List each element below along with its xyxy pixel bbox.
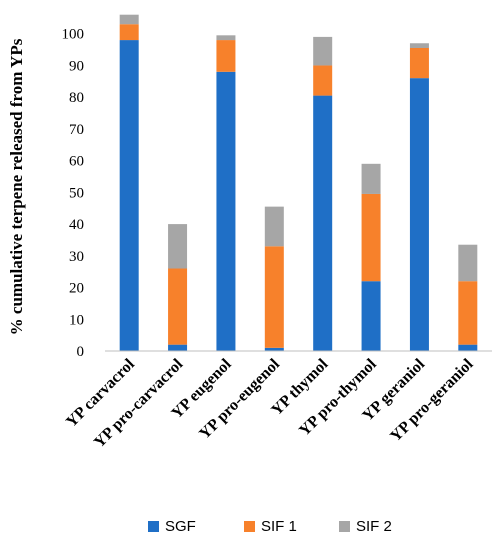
y-axis-tick-labels: 0 10 20 30 40 50 60 70 80 90 100 (62, 27, 85, 360)
bar-segment-sif-1 (216, 40, 236, 72)
bar-segment-sgf (168, 344, 188, 351)
bar-segment-sgf (361, 281, 381, 351)
bar-segment-sif-2 (264, 206, 284, 247)
bar-segment-sif-2 (168, 224, 188, 269)
bar-segment-sif-1 (264, 246, 284, 348)
x-category-label: YP pro-carvacrol (91, 355, 187, 451)
bar-segment-sif-1 (119, 24, 139, 41)
y-tick-label: 10 (69, 312, 84, 328)
bar-segment-sgf (409, 78, 429, 352)
bar-segment-sgf (119, 40, 139, 352)
bar-segment-sgf (458, 344, 478, 351)
bar-segment-sif-1 (361, 193, 381, 282)
legend: SGF SIF 1 SIF 2 (148, 518, 392, 535)
y-tick-label: 100 (62, 27, 85, 43)
y-axis-title: % cumulative terpene released from YPs (7, 38, 26, 335)
y-tick-label: 70 (69, 122, 84, 138)
bar-segment-sif-1 (168, 268, 188, 345)
bar-segment-sif-2 (216, 35, 236, 41)
legend-swatch (244, 521, 255, 532)
bar-segment-sif-2 (361, 163, 381, 194)
bar-segment-sif-2 (458, 244, 478, 282)
y-tick-label: 50 (69, 185, 84, 201)
y-tick-label: 80 (69, 90, 84, 106)
bar-segment-sif-2 (409, 43, 429, 49)
legend-label: SGF (165, 518, 196, 535)
y-tick-label: 90 (69, 58, 84, 74)
bars-group (119, 14, 478, 352)
bar-segment-sgf (313, 95, 333, 351)
bar-segment-sgf (216, 71, 236, 352)
legend-swatch (148, 521, 159, 532)
bar-segment-sif-1 (458, 281, 478, 345)
y-tick-label: 30 (69, 249, 84, 265)
bar-segment-sif-1 (409, 48, 429, 79)
y-tick-label: 60 (69, 154, 84, 170)
x-category-label: YP pro-geraniol (387, 355, 477, 445)
legend-label: SIF 2 (356, 518, 392, 535)
bar-segment-sif-2 (119, 14, 139, 25)
y-tick-label: 40 (69, 217, 84, 233)
legend-swatch (339, 521, 350, 532)
legend-label: SIF 1 (261, 518, 297, 535)
bar-segment-sif-2 (313, 36, 333, 66)
y-tick-label: 0 (77, 344, 85, 360)
bar-segment-sgf (264, 347, 284, 351)
bar-segment-sif-1 (313, 65, 333, 96)
y-tick-label: 20 (69, 281, 84, 297)
